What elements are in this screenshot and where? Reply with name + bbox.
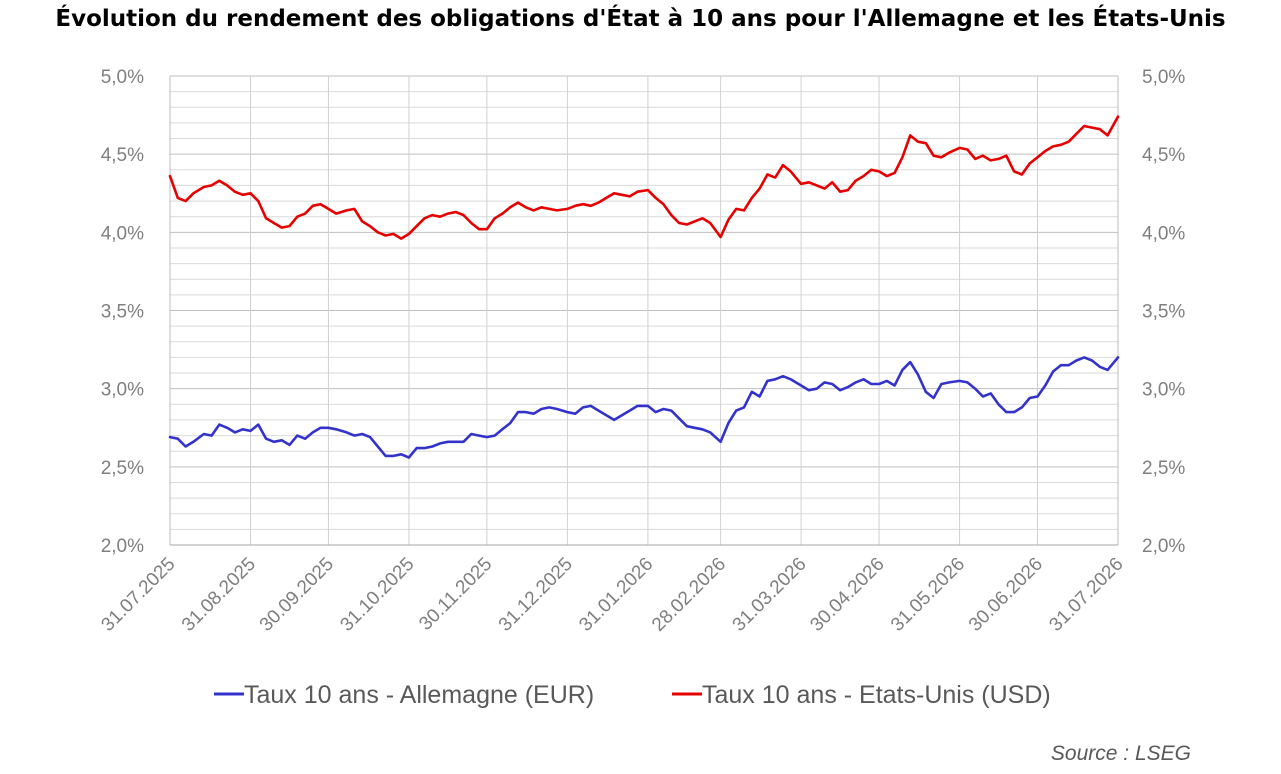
- y-tick-label-right: 2,5%: [1142, 458, 1185, 479]
- series-line: [168, 115, 1120, 240]
- y-tick-label-left: 4,5%: [101, 145, 144, 166]
- series-lines: [168, 115, 1120, 459]
- x-tick-label: 30.06.2026: [965, 554, 1047, 636]
- x-tick-label: 30.09.2025: [256, 554, 338, 636]
- y-tick-label-left: 2,5%: [101, 458, 144, 479]
- x-tick-label: 30.11.2025: [415, 554, 496, 635]
- y-tick-label-left: 3,5%: [101, 302, 144, 323]
- x-tick-label: 31.10.2025: [336, 554, 418, 636]
- x-tick-label: 28.02.2026: [648, 554, 730, 636]
- x-tick-label: 30.04.2026: [806, 554, 888, 636]
- legend-label: Taux 10 ans - Etats-Unis (USD): [702, 681, 1051, 709]
- x-tick-label: 31.08.2025: [178, 554, 260, 636]
- legend-label: Taux 10 ans - Allemagne (EUR): [244, 681, 594, 709]
- x-tick-label: 31.05.2026: [887, 554, 969, 636]
- y-tick-label-right: 3,5%: [1142, 302, 1185, 323]
- y-tick-label-right: 4,5%: [1142, 145, 1185, 166]
- x-tick-label: 31.07.2026: [1045, 554, 1127, 636]
- x-tick-label: 31.12.2025: [495, 554, 577, 636]
- y-tick-label-right: 5,0%: [1142, 67, 1185, 88]
- y-tick-label-right: 2,0%: [1142, 536, 1185, 557]
- y-tick-label-left: 3,0%: [101, 380, 144, 401]
- series-line: [168, 356, 1120, 459]
- x-tick-label: 31.07.2025: [97, 554, 179, 636]
- y-tick-label-right: 3,0%: [1142, 380, 1185, 401]
- y-tick-label-left: 4,0%: [101, 223, 144, 244]
- legend: Taux 10 ans - Allemagne (EUR) Taux 10 ans…: [214, 681, 1051, 709]
- y-tick-label-right: 4,0%: [1142, 223, 1185, 244]
- x-tick-label: 31.01.2026: [575, 554, 657, 636]
- chart-title: Évolution du rendement des obligations d…: [55, 6, 1226, 32]
- y-tick-label-left: 2,0%: [101, 536, 144, 557]
- y-axis-right-labels: 2,0% 2,5% 3,0% 3,5% 4,0% 4,5% 5,0%: [1142, 67, 1185, 557]
- axes: [169, 76, 1119, 546]
- source-note: Source : LSEG: [1050, 742, 1191, 765]
- x-tick-label: 31.03.2026: [729, 554, 811, 636]
- y-axis-left-labels: 2,0% 2,5% 3,0% 3,5% 4,0% 4,5% 5,0%: [101, 67, 144, 557]
- y-tick-label-left: 5,0%: [101, 67, 144, 88]
- gridlines: [169, 75, 1119, 546]
- x-axis-labels: 31.07.202531.08.202530.09.202531.10.2025…: [97, 554, 1127, 636]
